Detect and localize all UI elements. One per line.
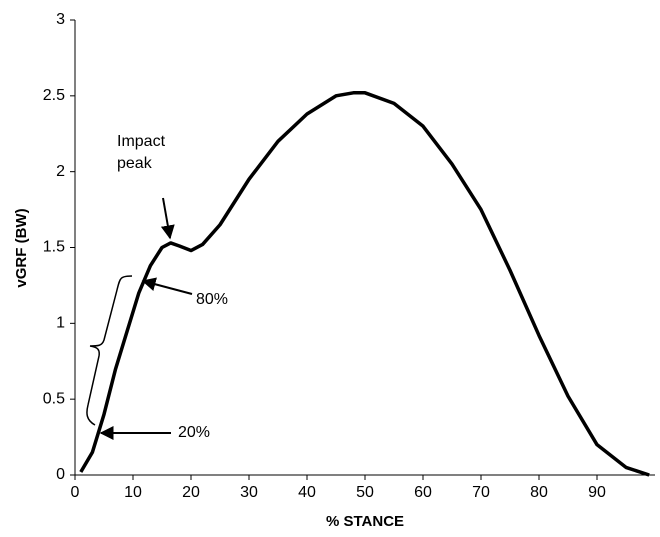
x-tick-label: 70 bbox=[472, 484, 490, 501]
y-tick-label: 1.5 bbox=[43, 239, 65, 256]
y-tick-label: 0 bbox=[56, 466, 65, 483]
y-tick-label: 1 bbox=[56, 315, 65, 332]
y-tick-label: 0.5 bbox=[43, 390, 65, 407]
annotation-arrow bbox=[160, 197, 175, 240]
x-axis-title: % STANCE bbox=[326, 513, 404, 530]
annotation-arrow bbox=[141, 277, 193, 295]
x-tick-label: 90 bbox=[588, 484, 606, 501]
x-tick-label: 20 bbox=[182, 484, 200, 501]
x-tick-label: 30 bbox=[240, 484, 258, 501]
annotation: peak bbox=[117, 155, 153, 172]
annotation: 20% bbox=[178, 424, 210, 441]
x-tick-label: 50 bbox=[356, 484, 374, 501]
y-tick-label: 2.5 bbox=[43, 87, 65, 104]
y-axis-title: vGRF (BW) bbox=[13, 208, 30, 287]
annotation: 80% bbox=[196, 291, 228, 308]
x-tick-label: 0 bbox=[71, 484, 80, 501]
annotation: Impact bbox=[117, 133, 166, 150]
range-brace bbox=[86, 275, 133, 426]
data-line bbox=[79, 91, 650, 477]
x-tick-label: 60 bbox=[414, 484, 432, 501]
y-tick-label: 3 bbox=[56, 11, 65, 28]
x-tick-label: 80 bbox=[530, 484, 548, 501]
x-tick-label: 10 bbox=[124, 484, 142, 501]
y-tick-label: 2 bbox=[56, 163, 65, 180]
x-tick-label: 40 bbox=[298, 484, 316, 501]
